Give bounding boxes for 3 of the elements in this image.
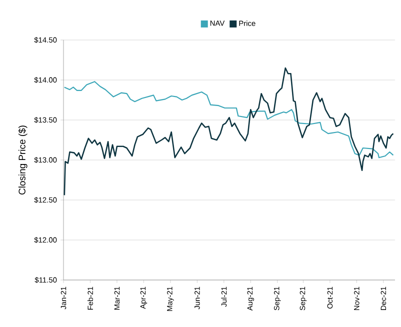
y-axis-title: Closing Price ($) <box>18 126 28 194</box>
line-series <box>64 67 394 196</box>
line-series <box>64 81 394 158</box>
